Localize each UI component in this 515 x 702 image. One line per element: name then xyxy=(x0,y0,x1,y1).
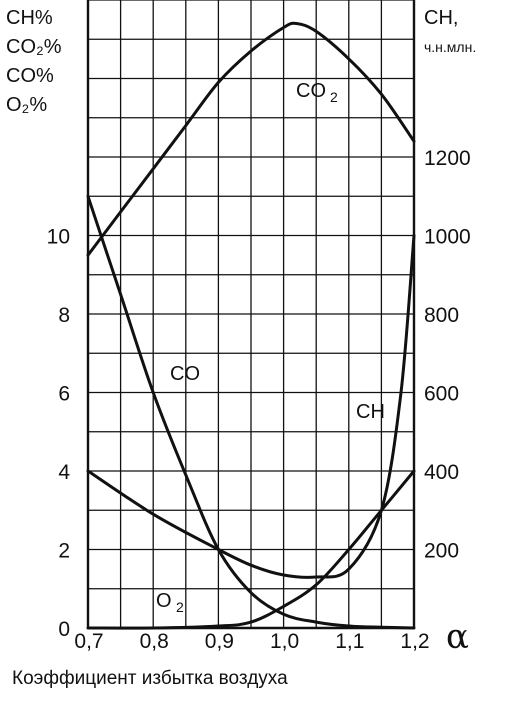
series-line-co xyxy=(86,194,416,630)
series-line-ch xyxy=(86,234,416,579)
x-tick-label: 1,0 xyxy=(270,630,299,653)
series-line-co2 xyxy=(86,21,416,257)
left-tick-label: 8 xyxy=(58,304,70,327)
left-tick-label: 2 xyxy=(58,540,70,563)
x-tick-label: 1,2 xyxy=(400,630,429,653)
annotation-o2-text: O xyxy=(156,590,172,612)
left-axis-label-co2: CO₂% xyxy=(6,36,62,58)
left-axis-label-ch: CH% xyxy=(6,7,53,29)
x-tick-label: 0,7 xyxy=(74,630,103,653)
right-tick-label: 400 xyxy=(424,461,459,484)
annotation-o2-subscript: 2 xyxy=(176,599,184,615)
annotation-co-text: CO xyxy=(170,363,200,385)
axes xyxy=(86,0,416,630)
left-axis-label-co: CO% xyxy=(6,65,54,87)
right-tick-label: 1000 xyxy=(424,226,471,249)
right-tick-label: 1200 xyxy=(424,147,471,170)
left-tick-label: 4 xyxy=(58,461,70,484)
grid xyxy=(87,0,415,629)
right-tick-label: 600 xyxy=(424,383,459,406)
x-tick-label: 1,1 xyxy=(335,630,364,653)
right-tick-label: 200 xyxy=(424,540,459,563)
chart-labels: CH% CO₂% CO% O₂% CH, ч.н.млн. Коэффициен… xyxy=(6,7,476,689)
right-tick-label: 800 xyxy=(424,304,459,327)
annotation-co2-text: CO xyxy=(296,80,326,102)
annotation-co2-subscript: 2 xyxy=(330,89,338,105)
x-tick-label: 0,9 xyxy=(205,630,234,653)
right-axis-label-ch: CH, xyxy=(424,7,458,29)
left-tick-label: 10 xyxy=(47,226,70,249)
left-tick-label: 0 xyxy=(58,618,70,641)
annotation-ch-text: CH xyxy=(356,401,385,423)
x-axis-symbol: α xyxy=(446,617,469,657)
x-axis-title: Коэффициент избытка воздуха xyxy=(12,668,288,689)
series-lines xyxy=(86,21,416,630)
left-axis-label-o2: O₂% xyxy=(6,94,47,116)
right-axis-label-unit: ч.н.млн. xyxy=(424,39,476,55)
left-tick-label: 6 xyxy=(58,383,70,406)
x-tick-label: 0,8 xyxy=(140,630,169,653)
